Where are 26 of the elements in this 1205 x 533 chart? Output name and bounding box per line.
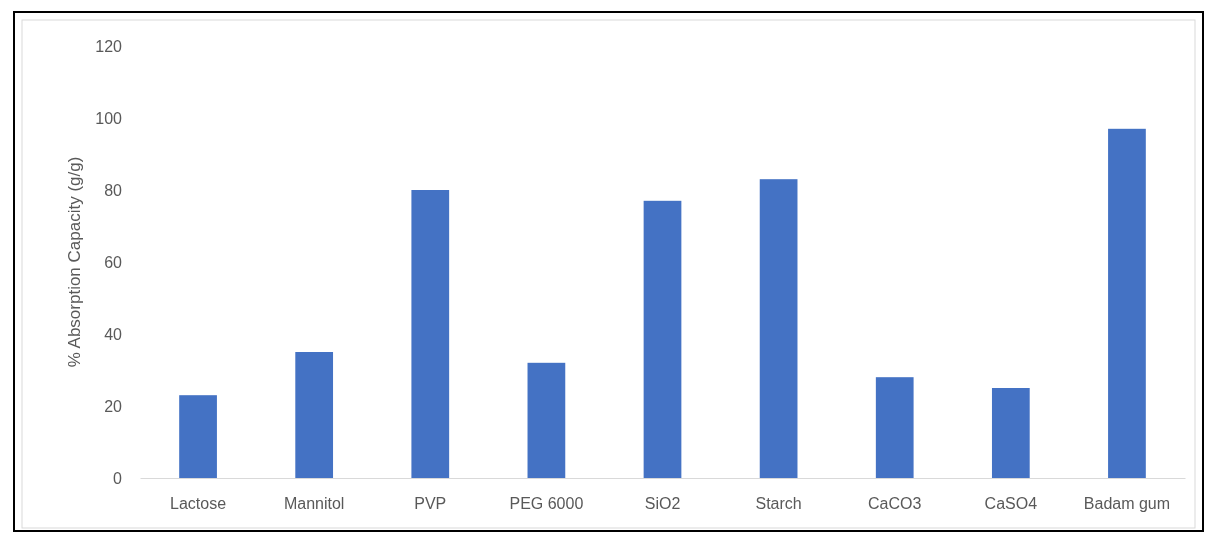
y-tick-label: 0 [113, 469, 123, 487]
x-tick-label: Mannitol [283, 495, 345, 513]
y-axis-title: % Absorption Capacity (g/g) [65, 156, 84, 368]
x-tick-label: Starch [755, 495, 802, 513]
y-tick-label: 20 [104, 397, 123, 415]
bar [643, 200, 682, 478]
x-tick-label: PVP [414, 495, 447, 513]
x-tick-label: CaSO4 [984, 495, 1038, 513]
bar [1108, 128, 1146, 478]
bar [875, 377, 914, 478]
bar [527, 362, 566, 478]
bar [991, 388, 1030, 478]
y-tick-label: 80 [104, 181, 123, 199]
bar [295, 352, 334, 478]
x-tick-label: SiO2 [644, 495, 681, 513]
bar [179, 395, 217, 478]
bar [759, 179, 798, 478]
y-tick-label: 40 [104, 325, 123, 343]
x-tick-label: Badam gum [1083, 495, 1171, 513]
bar [411, 190, 450, 478]
x-tick-label: CaCO3 [868, 495, 922, 513]
x-tick-label: Lactose [170, 495, 227, 513]
y-tick-label: 60 [104, 253, 123, 271]
y-tick-label: 120 [95, 37, 123, 55]
x-tick-label: PEG 6000 [509, 495, 584, 513]
y-tick-label: 100 [95, 109, 123, 127]
